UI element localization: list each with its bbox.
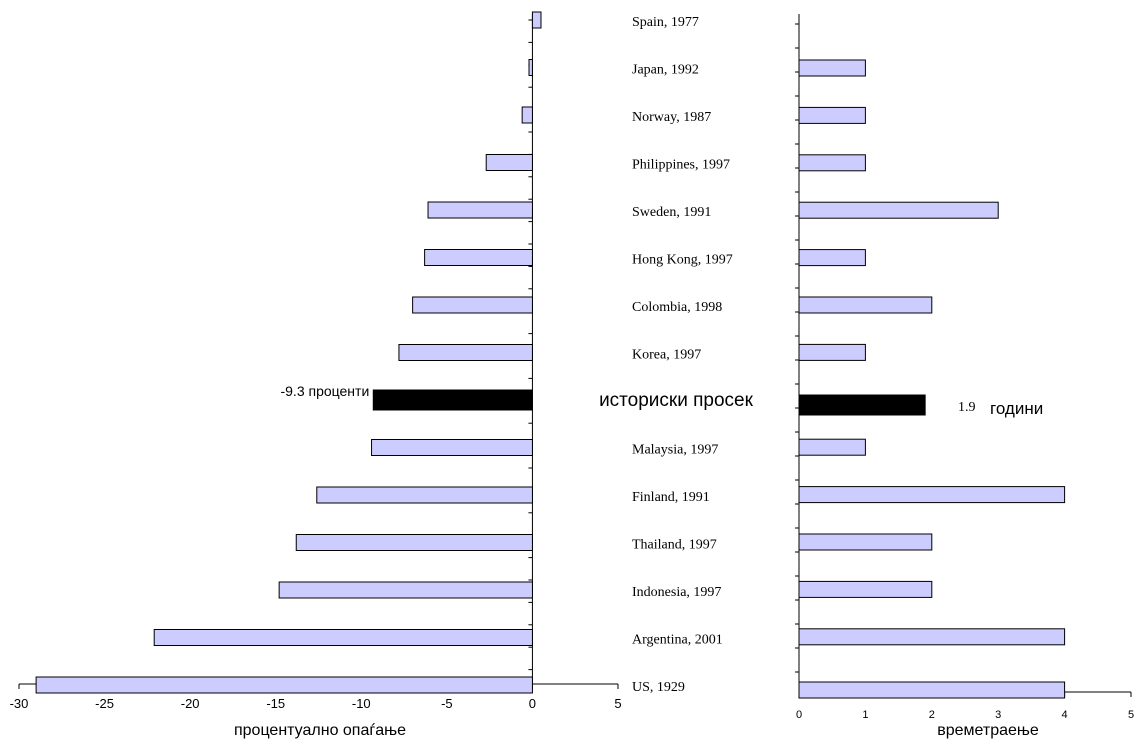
right-bar bbox=[798, 343, 866, 361]
left-x-tick-label: -20 bbox=[181, 696, 200, 711]
left-x-tick-label: 0 bbox=[529, 696, 536, 711]
left-x-axis-title: процентуално опаѓање bbox=[234, 722, 406, 739]
left-highlight-bar bbox=[372, 389, 533, 411]
left-x-tick-label: -10 bbox=[352, 696, 371, 711]
right-bar bbox=[798, 438, 866, 456]
left-bar bbox=[427, 201, 533, 219]
left-bar bbox=[35, 676, 533, 694]
category-label: Malaysia, 1997 bbox=[632, 443, 718, 458]
right-highlight-bar bbox=[798, 394, 926, 416]
right-bar bbox=[798, 533, 933, 551]
category-label: Hong Kong, 1997 bbox=[632, 253, 733, 268]
right-highlight-unit-label: години bbox=[990, 399, 1043, 418]
right-bar bbox=[798, 681, 1066, 699]
right-bar bbox=[798, 628, 1066, 646]
right-bar bbox=[798, 486, 1066, 504]
left-bar bbox=[153, 629, 533, 646]
category-label: Argentina, 2001 bbox=[632, 633, 723, 648]
category-label: Korea, 1997 bbox=[632, 348, 701, 363]
left-bar bbox=[398, 344, 533, 361]
category-label: Norway, 1987 bbox=[632, 110, 711, 125]
category-label: Philippines, 1997 bbox=[632, 158, 730, 173]
right-x-tick-label: 4 bbox=[1062, 709, 1068, 721]
left-bar bbox=[485, 154, 533, 171]
category-label: Thailand, 1997 bbox=[632, 538, 717, 553]
category-label-highlight: историски просек bbox=[599, 390, 754, 411]
left-bar bbox=[278, 581, 533, 599]
right-bar bbox=[798, 59, 866, 77]
category-label: Finland, 1991 bbox=[632, 490, 710, 505]
left-bar bbox=[412, 296, 533, 314]
right-bar bbox=[798, 249, 866, 267]
right-bar bbox=[798, 201, 999, 219]
category-label: US, 1929 bbox=[632, 680, 685, 695]
left-bar bbox=[528, 59, 533, 76]
category-label: Colombia, 1998 bbox=[632, 300, 722, 315]
left-bar bbox=[531, 11, 542, 29]
left-highlight-label: -9.3 проценти bbox=[280, 383, 369, 399]
category-label: Japan, 1992 bbox=[632, 63, 699, 78]
category-label: Spain, 1977 bbox=[632, 15, 699, 30]
left-x-tick-label: -15 bbox=[266, 696, 285, 711]
right-x-tick-label: 5 bbox=[1128, 709, 1134, 721]
left-bar bbox=[521, 106, 533, 124]
left-bar bbox=[295, 534, 533, 551]
category-label: Indonesia, 1997 bbox=[632, 585, 721, 600]
left-bar bbox=[371, 439, 533, 456]
right-x-tick-label: 1 bbox=[862, 709, 868, 721]
left-x-tick-label: -5 bbox=[441, 696, 453, 711]
right-highlight-value-label: 1.9 bbox=[958, 400, 976, 415]
right-bar bbox=[798, 154, 866, 172]
right-x-tick-label: 3 bbox=[995, 709, 1001, 721]
left-x-tick-label: -30 bbox=[10, 696, 29, 711]
left-bar bbox=[316, 486, 533, 504]
left-x-tick-label: 5 bbox=[614, 696, 621, 711]
right-bar bbox=[798, 296, 933, 314]
right-x-tick-label: 0 bbox=[796, 709, 802, 721]
right-bar bbox=[798, 580, 933, 598]
right-x-axis-title: времетраење bbox=[937, 722, 1039, 739]
category-label: Sweden, 1991 bbox=[632, 205, 711, 220]
left-bar bbox=[424, 249, 533, 266]
right-x-tick-label: 2 bbox=[929, 709, 935, 721]
left-x-tick-label: -25 bbox=[95, 696, 114, 711]
right-bar bbox=[798, 106, 866, 124]
